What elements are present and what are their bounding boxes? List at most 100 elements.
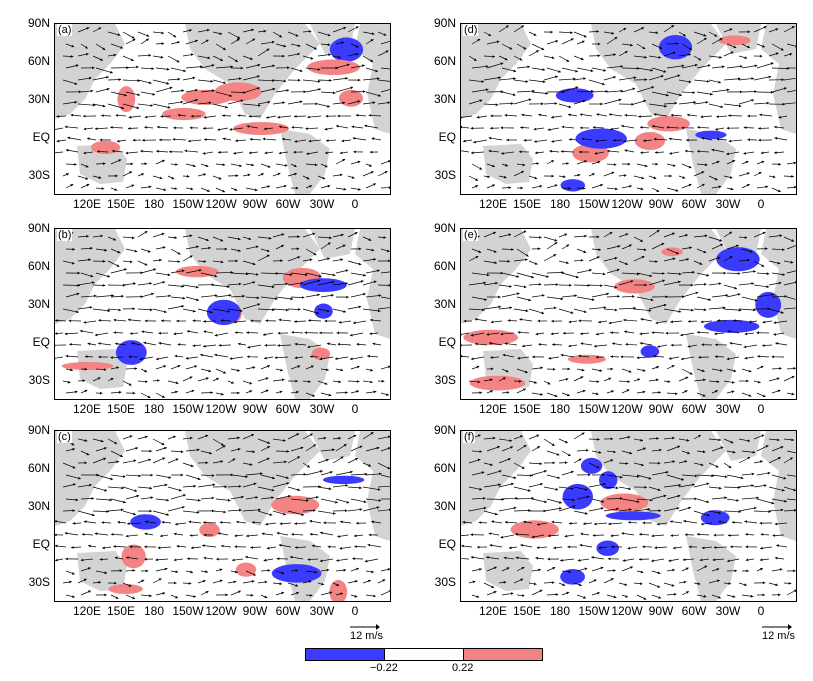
wind-vector-head: [700, 115, 704, 119]
wind-vector-head: [552, 367, 556, 371]
longitude-label: 30W: [715, 604, 741, 618]
wind-vector-head: [760, 568, 763, 571]
wind-vector: [483, 484, 501, 488]
wind-vector-head: [261, 173, 264, 176]
wind-vector-head: [346, 500, 350, 504]
wind-vector: [185, 474, 201, 480]
wind-vector-head: [711, 474, 714, 478]
wind-vector-head: [261, 532, 265, 536]
wind-vector-head: [250, 319, 253, 323]
wind-vector-head: [536, 434, 540, 438]
wind-vector-head: [688, 320, 691, 323]
wind-vector-head: [620, 65, 624, 68]
wind-vector-head: [295, 569, 299, 572]
wind-vector-head: [83, 151, 86, 155]
wind-vector-head: [523, 388, 526, 391]
wind-vector: [666, 91, 682, 96]
wind-vector-head: [163, 188, 167, 192]
wind-vector: [768, 308, 784, 314]
wind-vector-head: [723, 271, 727, 275]
map-frame: [460, 430, 797, 602]
longitude-label: 180: [143, 604, 165, 618]
wind-vector-head: [88, 567, 91, 570]
wind-vector: [122, 79, 141, 82]
positive-anomaly-region: [469, 375, 526, 391]
wind-vector-head: [370, 171, 374, 174]
wind-vector-head: [251, 434, 254, 437]
wind-vector-head: [551, 115, 554, 119]
wind-vector-head: [730, 51, 734, 55]
wind-vector-head: [209, 310, 213, 314]
wind-vector-head: [249, 381, 253, 385]
wind-vector-head: [255, 273, 259, 276]
wind-vector-head: [620, 89, 623, 93]
wind-vector-head: [744, 332, 748, 336]
wind-vector-head: [308, 580, 312, 583]
wind-vector-head: [271, 285, 275, 289]
wind-vector-head: [747, 45, 750, 48]
wind-vector-head: [68, 319, 72, 323]
wind-vector-head: [510, 102, 514, 105]
wind-vector-head: [79, 329, 83, 333]
wind-vector-head: [760, 533, 764, 536]
wind-vector-head: [65, 354, 69, 358]
wind-vector-head: [515, 556, 519, 560]
wind-vector-head: [492, 164, 495, 168]
wind-vector-head: [156, 149, 159, 153]
wind-vector: [95, 67, 113, 74]
wind-vector: [618, 307, 636, 310]
wind-vector-head: [706, 80, 710, 83]
longitude-label: 150E: [106, 604, 136, 618]
wind-vector-head: [689, 47, 692, 50]
wind-vector-head: [171, 176, 175, 180]
wind-vector-head: [754, 64, 758, 68]
wind-anomaly-map: [461, 24, 796, 194]
wind-vector-head: [387, 466, 390, 470]
wind-vector: [573, 284, 591, 286]
wind-vector-head: [281, 571, 285, 575]
latitude-label: 30S: [434, 373, 456, 387]
wind-vector-head: [743, 345, 747, 349]
wind-vector-head: [699, 262, 703, 265]
wind-vector-head: [113, 53, 117, 57]
wind-vector-head: [263, 558, 267, 562]
wind-vector-head: [596, 235, 600, 239]
wind-vector-head: [258, 508, 261, 512]
wind-vector-head: [156, 357, 159, 361]
wind-vector-head: [71, 44, 75, 48]
wind-vector-head: [160, 115, 164, 118]
wind-vector-head: [504, 113, 508, 117]
wind-vector: [786, 43, 796, 47]
wind-vector-head: [552, 461, 556, 465]
wind-vector-head: [325, 458, 329, 462]
wind-vector-head: [485, 88, 489, 92]
wind-vector-head: [126, 556, 129, 559]
longitude-label: 120W: [205, 402, 237, 416]
wind-vector: [693, 482, 710, 488]
wind-vector-head: [118, 308, 122, 312]
wind-vector-head: [214, 274, 218, 278]
wind-vector-head: [692, 91, 695, 94]
wind-vector: [723, 486, 741, 488]
wind-vector: [380, 271, 390, 274]
wind-vector-head: [542, 80, 546, 83]
wind-vector-head: [643, 597, 647, 600]
longitude-label: 60W: [275, 402, 301, 416]
wind-vector-head: [150, 473, 153, 477]
wind-vector-head: [87, 137, 90, 141]
wind-vector-head: [110, 533, 114, 536]
wind-vector-head: [388, 259, 390, 263]
wind-vector-head: [718, 520, 722, 524]
wind-vector-head: [653, 176, 657, 180]
wind-vector-head: [656, 189, 660, 192]
wind-vector-head: [187, 557, 190, 561]
wind-vector: [636, 67, 654, 71]
wind-vector-head: [636, 356, 640, 360]
wind-vector-head: [219, 32, 223, 35]
wind-vector-head: [530, 474, 533, 477]
wind-vector-head: [642, 46, 646, 49]
wind-vector-head: [761, 434, 765, 438]
wind-vector-head: [205, 570, 208, 574]
wind-vector-head: [712, 558, 716, 562]
wind-vector-head: [597, 592, 600, 595]
